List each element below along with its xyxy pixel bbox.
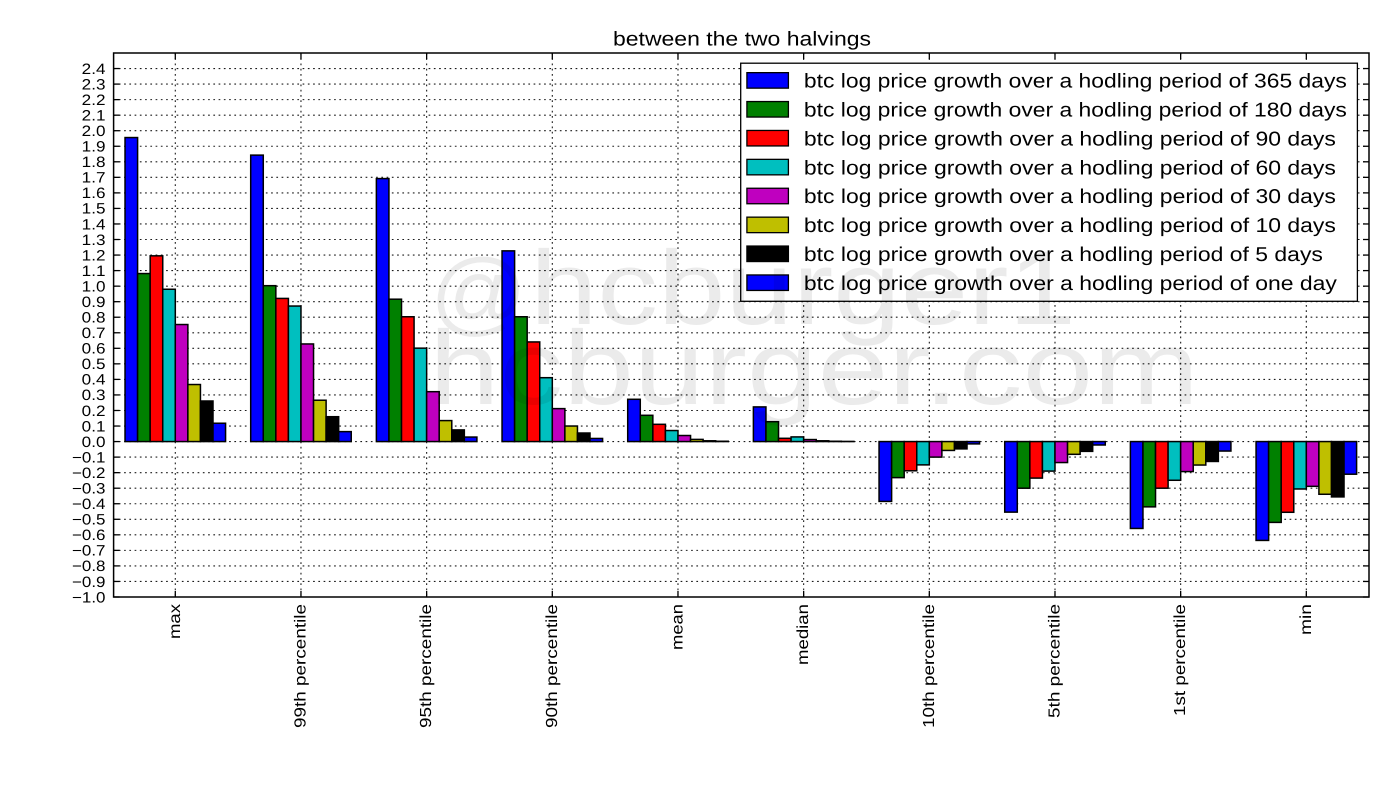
svg-text:btc log price growth over a ho: btc log price growth over a hodling peri… xyxy=(804,157,1336,179)
svg-text:−0.4: −0.4 xyxy=(72,496,106,513)
svg-text:−0.7: −0.7 xyxy=(72,543,106,560)
svg-text:−0.5: −0.5 xyxy=(72,512,106,529)
svg-text:0.0: 0.0 xyxy=(82,434,106,451)
svg-text:−0.2: −0.2 xyxy=(72,465,106,482)
svg-text:0.4: 0.4 xyxy=(82,372,106,389)
svg-text:min: min xyxy=(1298,604,1315,635)
svg-text:btc log price growth over a ho: btc log price growth over a hodling peri… xyxy=(804,128,1336,150)
svg-text:−0.1: −0.1 xyxy=(72,449,106,466)
svg-text:2.1: 2.1 xyxy=(82,107,106,124)
svg-text:btc log price growth over a ho: btc log price growth over a hodling peri… xyxy=(804,273,1337,295)
svg-text:mean: mean xyxy=(669,604,686,650)
svg-text:2.0: 2.0 xyxy=(82,123,106,140)
svg-text:between the two halvings: between the two halvings xyxy=(613,29,871,51)
svg-text:1.6: 1.6 xyxy=(82,185,106,202)
svg-text:1.1: 1.1 xyxy=(82,263,106,280)
svg-text:btc log price growth over a ho: btc log price growth over a hodling peri… xyxy=(804,215,1336,237)
svg-text:2.2: 2.2 xyxy=(82,92,106,109)
svg-text:−0.3: −0.3 xyxy=(72,481,106,498)
svg-text:1.5: 1.5 xyxy=(82,201,106,218)
svg-text:−0.9: −0.9 xyxy=(72,574,106,591)
svg-text:95th percentile: 95th percentile xyxy=(418,604,435,728)
svg-text:median: median xyxy=(795,604,812,665)
svg-text:−1.0: −1.0 xyxy=(72,589,106,606)
svg-text:0.9: 0.9 xyxy=(82,294,106,311)
svg-text:0.2: 0.2 xyxy=(82,403,106,420)
svg-text:2.4: 2.4 xyxy=(82,61,106,78)
svg-text:1st percentile: 1st percentile xyxy=(1172,604,1189,716)
svg-text:1.8: 1.8 xyxy=(82,154,106,171)
svg-text:1.0: 1.0 xyxy=(82,278,106,295)
svg-text:2.3: 2.3 xyxy=(82,76,106,93)
svg-text:0.1: 0.1 xyxy=(82,418,106,435)
svg-text:btc log price growth over a ho: btc log price growth over a hodling peri… xyxy=(804,244,1323,266)
svg-text:@: @ xyxy=(430,240,527,344)
svg-text:btc log price growth over a ho: btc log price growth over a hodling peri… xyxy=(804,186,1336,208)
svg-text:0.7: 0.7 xyxy=(82,325,106,342)
svg-text:0.5: 0.5 xyxy=(82,356,106,373)
svg-text:1.2: 1.2 xyxy=(82,247,106,264)
svg-text:1.3: 1.3 xyxy=(82,232,106,249)
svg-text:−0.8: −0.8 xyxy=(72,558,106,575)
svg-text:0.8: 0.8 xyxy=(82,310,106,327)
svg-text:1.9: 1.9 xyxy=(82,139,106,156)
svg-text:10th percentile: 10th percentile xyxy=(921,604,938,728)
svg-text:90th percentile: 90th percentile xyxy=(544,604,561,728)
svg-text:btc log price growth over a ho: btc log price growth over a hodling peri… xyxy=(804,71,1347,93)
svg-text:−0.6: −0.6 xyxy=(72,527,106,544)
svg-text:1.4: 1.4 xyxy=(82,216,106,233)
svg-text:99th percentile: 99th percentile xyxy=(292,604,309,728)
svg-text:hcburger1: hcburger1 xyxy=(530,230,1076,347)
svg-text:0.6: 0.6 xyxy=(82,341,106,358)
svg-text:5th percentile: 5th percentile xyxy=(1046,604,1063,718)
svg-text:1.7: 1.7 xyxy=(82,170,106,187)
svg-text:max: max xyxy=(167,604,184,639)
svg-text:btc log price growth over a ho: btc log price growth over a hodling peri… xyxy=(804,100,1347,122)
svg-text:hcburger.com: hcburger.com xyxy=(429,310,1199,427)
svg-text:0.3: 0.3 xyxy=(82,387,106,404)
